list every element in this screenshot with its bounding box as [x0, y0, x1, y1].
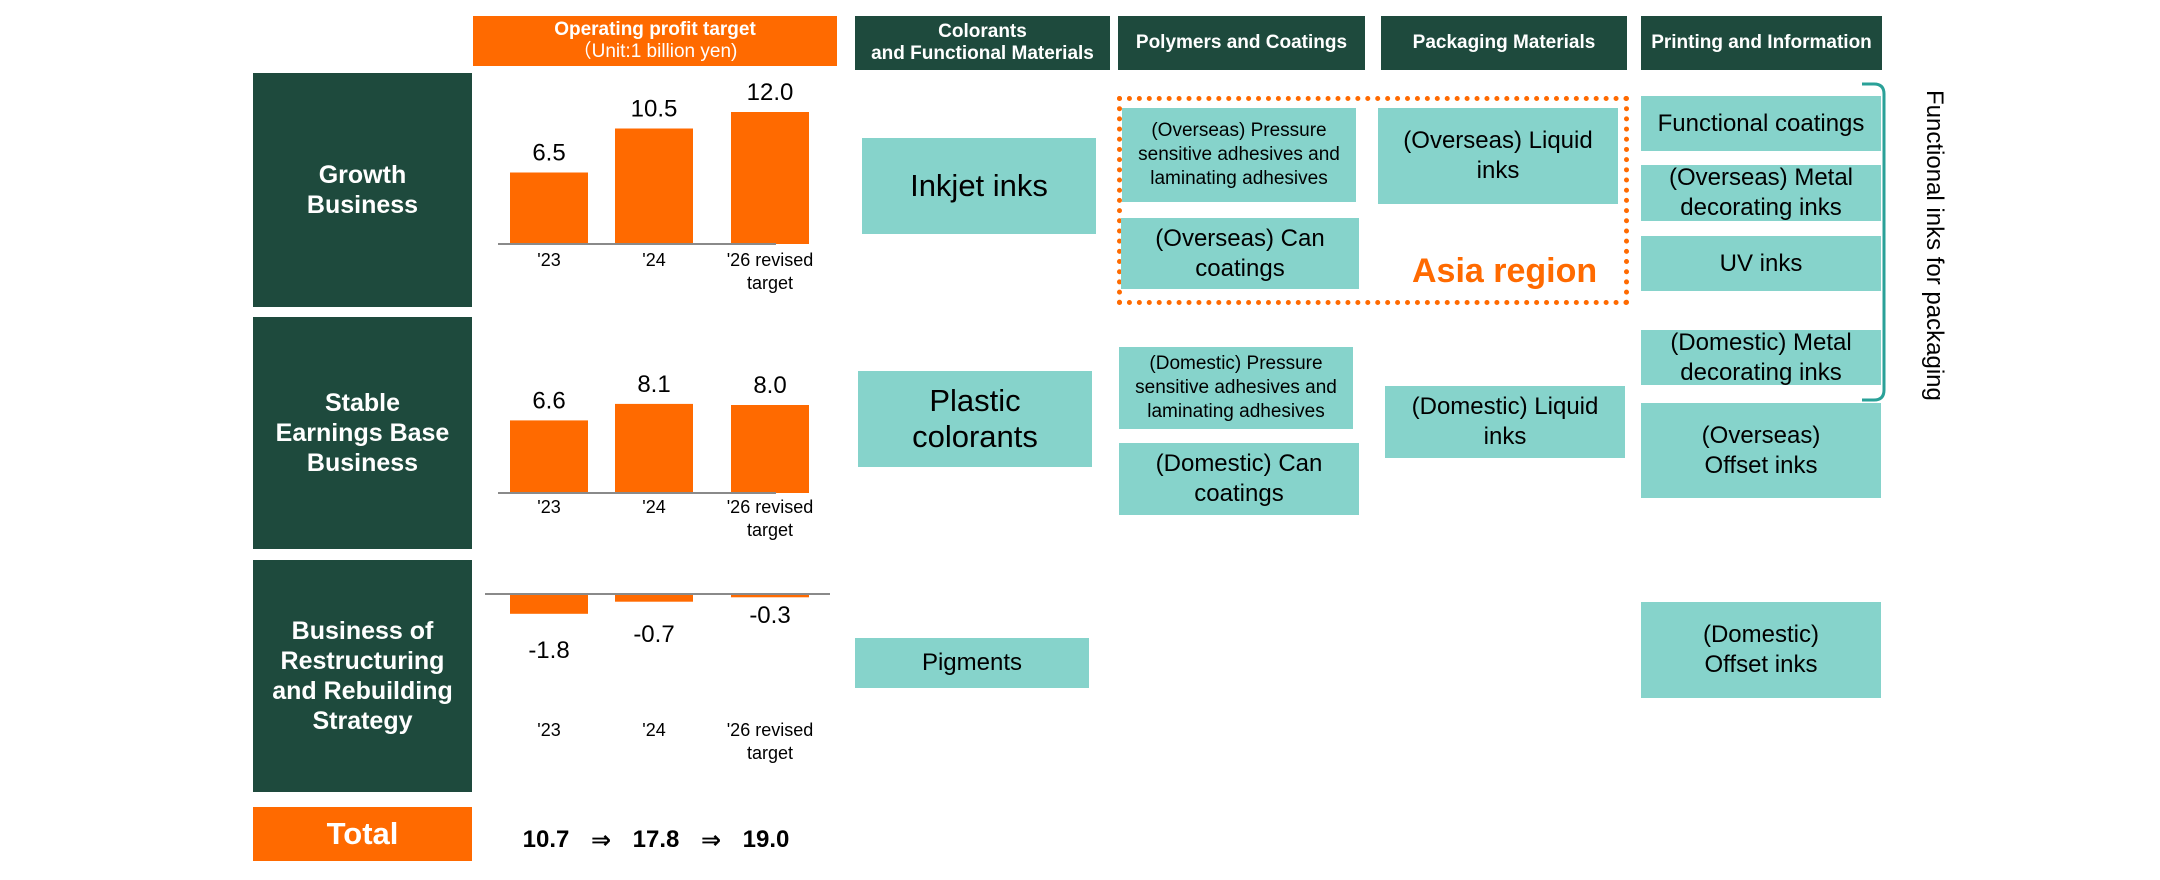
overseas-metal-decorating-box: (Overseas) Metal decorating inks [1641, 164, 1881, 221]
overseas-offset-inks-box: (Overseas) Offset inks [1641, 403, 1881, 498]
domestic-liquid-inks-box: (Domestic) Liquid inks [1385, 386, 1625, 458]
tick-label-growth-1: '24 [642, 250, 665, 270]
tick-label-restructuring-3: target [747, 743, 793, 763]
tick-label-stable-1: '24 [642, 497, 665, 517]
tick-label-stable-2: '26 revised [727, 497, 813, 517]
column-header-colorants: Colorants and Functional Materials [855, 16, 1110, 70]
bar-growth-1 [615, 128, 693, 244]
total-value-2024: 17.8 [632, 826, 680, 853]
functional-inks-bracket [1862, 82, 1886, 402]
domestic-can-coatings-box: (Domestic) Can coatings [1119, 443, 1359, 515]
value-label-restructuring-0: -1.8 [528, 637, 569, 664]
overseas-can-coatings-box: (Overseas) Can coatings [1121, 218, 1359, 289]
value-label-growth-0: 6.5 [532, 140, 565, 167]
bar-growth-0 [510, 172, 588, 244]
value-label-stable-2: 8.0 [753, 372, 786, 399]
chart-growth: 6.5 10.5 12.0 '23 '24 '26 revised target [498, 79, 813, 293]
total-arrow-1: ⇒ [590, 826, 612, 854]
bar-stable-1 [615, 403, 693, 493]
column-header-packaging: Packaging Materials [1381, 16, 1627, 70]
overseas-liquid-inks-box: (Overseas) Liquid inks [1378, 108, 1618, 204]
value-label-restructuring-1: -0.7 [633, 621, 674, 648]
total-values: 10.7 ⇒ 17.8 ⇒ 19.0 [515, 820, 815, 860]
bar-restructuring-0 [510, 594, 588, 614]
operating-profit-title: Operating profit target [554, 19, 756, 40]
value-label-stable-0: 6.6 [532, 387, 565, 414]
value-label-restructuring-2: -0.3 [749, 602, 790, 629]
pigments-box: Pigments [855, 638, 1089, 688]
tick-label-stable-3: target [747, 520, 793, 540]
functional-coatings-box: Functional coatings [1641, 96, 1881, 151]
value-label-stable-1: 8.1 [637, 371, 670, 398]
overseas-psa-box: (Overseas) Pressure sensitive adhesives … [1122, 108, 1356, 202]
domestic-metal-decorating-box: (Domestic) Metal decorating inks [1641, 329, 1881, 386]
column-header-printing: Printing and Information [1641, 16, 1882, 70]
functional-inks-side-label: Functional inks for packaging [1921, 90, 1948, 401]
bar-stable-0 [510, 420, 588, 493]
tick-label-growth-0: '23 [537, 250, 560, 270]
tick-label-stable-0: '23 [537, 497, 560, 517]
value-label-growth-2: 12.0 [747, 79, 794, 106]
bar-restructuring-1 [615, 594, 693, 602]
chart-restructuring: -1.8 -0.7 -0.3 '23 '24 '26 revised target [485, 593, 830, 763]
operating-profit-unit: （Unit:1 billion yen) [572, 41, 738, 62]
column-header-polymers: Polymers and Coatings [1118, 16, 1365, 70]
tick-label-restructuring-2: '26 revised [727, 720, 813, 740]
bar-growth-2 [731, 112, 809, 244]
bar-stable-2 [731, 405, 809, 493]
asia-region-label: Asia region [1412, 252, 1598, 290]
domestic-psa-box: (Domestic) Pressure sensitive adhesives … [1119, 347, 1353, 429]
uv-inks-box: UV inks [1641, 236, 1881, 291]
bar-restructuring-2 [731, 594, 809, 598]
operating-profit-header: Operating profit target （Unit:1 billion … [473, 16, 837, 66]
chart-stable: 6.6 8.1 8.0 '23 '24 '26 revised target [498, 371, 813, 540]
plastic-colorants-box: Plastic colorants [858, 371, 1092, 467]
total-arrow-2: ⇒ [700, 826, 722, 854]
value-label-growth-1: 10.5 [631, 96, 678, 123]
total-value-2023: 10.7 [522, 826, 570, 853]
tick-label-restructuring-0: '23 [537, 720, 560, 740]
domestic-offset-inks-box: (Domestic) Offset inks [1641, 602, 1881, 698]
total-value-2026: 19.0 [742, 826, 790, 853]
row-label-growth: Growth Business [253, 73, 472, 307]
row-label-stable: Stable Earnings Base Business [253, 317, 472, 549]
tick-label-restructuring-1: '24 [642, 720, 665, 740]
inkjet-inks-box: Inkjet inks [862, 138, 1096, 234]
tick-label-growth-3: target [747, 273, 793, 293]
row-label-restructuring: Business of Restructuring and Rebuilding… [253, 560, 472, 792]
asia-region-frame [1117, 96, 1629, 305]
tick-label-growth-2: '26 revised [727, 250, 813, 270]
total-label: Total [253, 807, 472, 861]
